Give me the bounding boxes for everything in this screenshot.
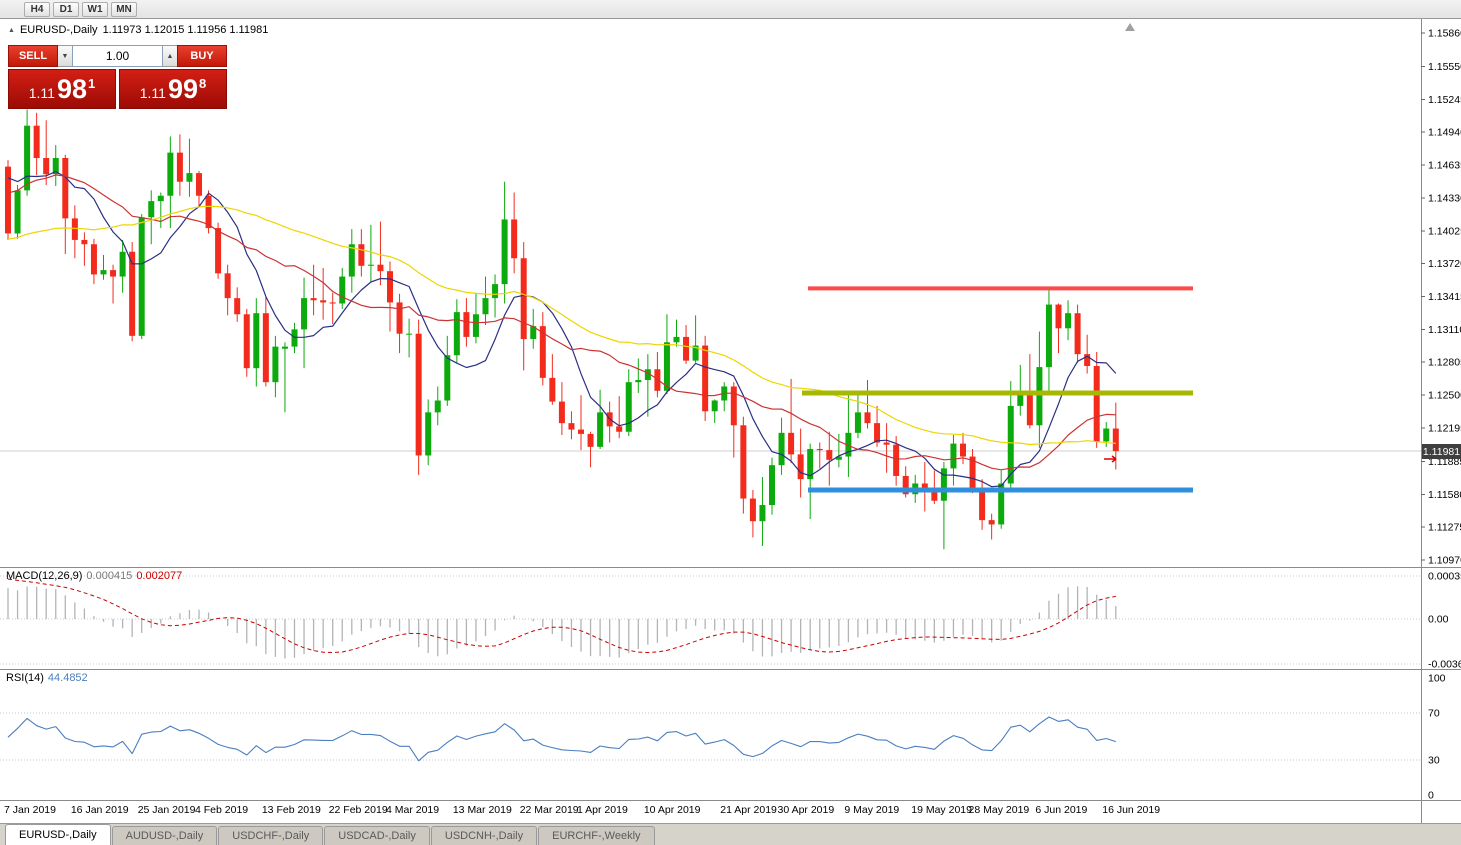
fast-ma <box>7 170 1117 488</box>
svg-text:1.11275: 1.11275 <box>1428 522 1461 534</box>
svg-text:22 Feb 2019: 22 Feb 2019 <box>329 804 388 816</box>
svg-text:1.11580: 1.11580 <box>1428 489 1461 501</box>
volume-increase-button[interactable]: ▲ <box>163 45 177 67</box>
chart-tabs-bar: EURUSD-,Daily AUDUSD-,Daily USDCHF-,Daily U… <box>0 823 1461 845</box>
chart-tab-usdcad-daily[interactable]: USDCAD-,Daily <box>324 826 430 845</box>
medium-ma <box>7 174 1116 471</box>
volume-decrease-button[interactable]: ▼ <box>58 45 72 67</box>
chart-tab-eurusd-daily[interactable]: EURUSD-,Daily <box>5 824 111 845</box>
rsi-line <box>7 716 1116 762</box>
timeframe-button-w1[interactable]: W1 <box>82 1 108 17</box>
svg-text:13 Mar 2019: 13 Mar 2019 <box>453 804 512 816</box>
svg-text:70: 70 <box>1428 708 1440 720</box>
timeframe-toolbar: H4 D1 W1 MN <box>0 0 1461 19</box>
rsi-name: RSI(14) <box>6 672 44 684</box>
chart-canvas[interactable]: 1.15860 1.15550 1.15245 1.14940 1.14635 1.143… <box>0 19 1461 823</box>
timeframe-button-mn[interactable]: MN <box>111 1 137 17</box>
svg-text:6 Jun 2019: 6 Jun 2019 <box>1035 804 1087 816</box>
svg-text:-0.00367: -0.00367 <box>1428 658 1461 670</box>
svg-text:1.14635: 1.14635 <box>1428 160 1461 172</box>
buy-button[interactable]: BUY <box>177 45 227 67</box>
svg-text:28 May 2019: 28 May 2019 <box>969 804 1030 816</box>
svg-text:0.0003518: 0.0003518 <box>1428 571 1461 583</box>
chart-header: ▲ EURUSD-,Daily 1.11973 1.12015 1.11956 … <box>8 24 268 36</box>
sell-button[interactable]: SELL <box>8 45 58 67</box>
svg-text:1.15245: 1.15245 <box>1428 94 1461 106</box>
rsi-label: RSI(14) 44.4852 <box>6 672 88 684</box>
svg-text:1.12805: 1.12805 <box>1428 357 1461 369</box>
axes-layer[interactable]: 1.15860 1.15550 1.15245 1.14940 1.14635 1.143… <box>4 28 1461 817</box>
macd-pane <box>0 575 1421 665</box>
candles-layer <box>5 109 1119 550</box>
buy-price-panel[interactable]: 1.11 99 8 <box>119 69 227 109</box>
svg-text:7 Jan 2019: 7 Jan 2019 <box>4 804 56 816</box>
drawn-objects-layer[interactable] <box>802 286 1193 493</box>
buy-price-pip-digit: 8 <box>199 75 207 91</box>
svg-text:100: 100 <box>1428 673 1446 685</box>
svg-text:16 Jan 2019: 16 Jan 2019 <box>71 804 129 816</box>
one-click-trading-panel: SELL ▼ 1.00 ▲ BUY 1.11 98 1 1.11 99 8 <box>8 45 227 109</box>
chart-tab-usdchf-daily[interactable]: USDCHF-,Daily <box>218 826 324 845</box>
sell-price-prefix: 1.11 <box>28 85 55 101</box>
svg-text:16 Jun 2019: 16 Jun 2019 <box>1102 804 1160 816</box>
sell-price-pip-digit: 1 <box>88 75 96 91</box>
chart-area: 1.15860 1.15550 1.15245 1.14940 1.14635 1.143… <box>0 19 1461 823</box>
svg-text:1.15550: 1.15550 <box>1428 61 1461 73</box>
svg-text:9 May 2019: 9 May 2019 <box>844 804 899 816</box>
chart-tab-eurchf-weekly[interactable]: EURCHF-,Weekly <box>538 826 655 845</box>
sell-price-panel[interactable]: 1.11 98 1 <box>8 69 116 109</box>
chart-tab-usdcnh-daily[interactable]: USDCNH-,Daily <box>430 826 538 845</box>
svg-text:30 Apr 2019: 30 Apr 2019 <box>778 804 835 816</box>
svg-text:25 Jan 2019: 25 Jan 2019 <box>138 804 196 816</box>
timeframe-button-d1[interactable]: D1 <box>53 1 79 17</box>
buy-price-prefix: 1.11 <box>139 85 166 101</box>
timeframe-buttons-group: H4 D1 W1 MN <box>24 1 140 17</box>
svg-text:1.13110: 1.13110 <box>1428 324 1461 336</box>
svg-text:19 May 2019: 19 May 2019 <box>911 804 972 816</box>
svg-text:1.14330: 1.14330 <box>1428 192 1461 204</box>
macd-signal-line <box>7 578 1116 654</box>
chart-tab-audusd-daily[interactable]: AUDUSD-,Daily <box>111 826 218 845</box>
svg-text:13 Feb 2019: 13 Feb 2019 <box>262 804 321 816</box>
svg-text:1.13720: 1.13720 <box>1428 258 1461 270</box>
svg-text:21 Apr 2019: 21 Apr 2019 <box>720 804 777 816</box>
rsi-value: 44.4852 <box>47 672 88 684</box>
macd-main-value: 0.000415 <box>86 570 133 582</box>
svg-text:1.12195: 1.12195 <box>1428 422 1461 434</box>
timeframe-button-h4[interactable]: H4 <box>24 1 50 17</box>
slow-ma <box>7 205 1116 446</box>
current-price-badge: 1.11981 <box>1422 444 1461 459</box>
svg-text:1.14025: 1.14025 <box>1428 225 1461 237</box>
chart-symbol-title: EURUSD-,Daily <box>19 24 98 36</box>
svg-text:0.00: 0.00 <box>1428 614 1449 626</box>
one-click-collapse-icon[interactable]: ▲ <box>8 26 15 34</box>
svg-text:1.15860: 1.15860 <box>1428 28 1461 40</box>
macd-label: MACD(12,26,9) 0.000415 0.002077 <box>6 570 182 582</box>
svg-text:4 Feb 2019: 4 Feb 2019 <box>195 804 248 816</box>
macd-name: MACD(12,26,9) <box>6 570 83 582</box>
svg-text:1.12500: 1.12500 <box>1428 390 1461 402</box>
svg-text:0: 0 <box>1428 790 1434 802</box>
svg-text:1 Apr 2019: 1 Apr 2019 <box>577 804 628 816</box>
rsi-pane <box>0 712 1421 762</box>
svg-text:22 Mar 2019: 22 Mar 2019 <box>520 804 579 816</box>
svg-text:1.13415: 1.13415 <box>1428 291 1461 303</box>
buy-price-big-digits: 99 <box>167 73 199 104</box>
svg-text:1.14940: 1.14940 <box>1428 127 1461 139</box>
sell-price-big-digits: 98 <box>56 73 88 104</box>
grid-layer <box>0 19 1461 823</box>
svg-text:30: 30 <box>1428 754 1440 766</box>
sell-arrow-marker <box>1104 455 1117 463</box>
volume-input[interactable]: 1.00 <box>72 45 163 67</box>
macd-signal-value: 0.002077 <box>136 570 183 582</box>
svg-text:10 Apr 2019: 10 Apr 2019 <box>644 804 701 816</box>
svg-text:4 Mar 2019: 4 Mar 2019 <box>386 804 439 816</box>
chart-ohlc-values: 1.11973 1.12015 1.11956 1.11981 <box>102 24 269 36</box>
moving-averages-layer <box>7 170 1117 488</box>
